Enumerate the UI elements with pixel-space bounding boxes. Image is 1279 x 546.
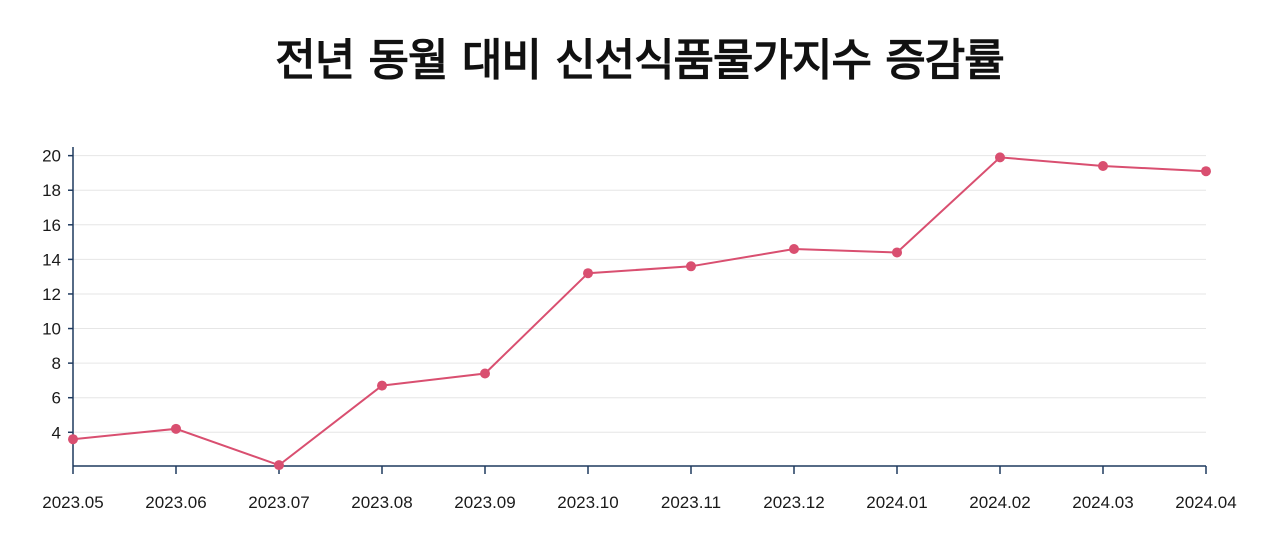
data-point [686,261,696,272]
y-tick-label: 14 [42,250,61,269]
data-point [789,244,799,255]
data-point [480,368,490,379]
y-tick-label: 10 [42,320,61,339]
x-tick-label: 2024.04 [1175,493,1236,512]
data-point [274,460,284,471]
x-tick-label: 2023.11 [661,493,721,512]
grid-lines [73,155,1206,433]
data-point [171,423,181,434]
y-tick-label: 6 [52,389,61,408]
x-tick-label: 2023.05 [42,493,103,512]
x-tick-label: 2024.03 [1072,493,1133,512]
x-tick-label: 2023.06 [145,493,206,512]
series-layer [68,152,1211,471]
series-line [72,156,1207,467]
x-axis: 2023.05 2023.06 2023.07 2023.08 2023.09 2023.… [42,465,1237,512]
data-point [1098,161,1108,172]
data-point [892,247,902,258]
chart-title: 전년 동월 대비 신선식품물가지수 증감률 [275,35,1004,86]
y-tick-label: 18 [42,181,61,200]
x-tick-label: 2023.10 [557,493,618,512]
x-tick-label: 2023.12 [763,493,824,512]
data-point [995,152,1005,163]
y-tick-label: 16 [42,216,61,235]
y-tick-label: 8 [52,354,61,373]
data-point [583,268,593,279]
data-point [1201,166,1211,177]
data-point [68,434,78,445]
data-point [377,380,387,391]
x-tick-label: 2024.02 [969,493,1030,512]
y-tick-label: 4 [52,423,61,442]
x-tick-label: 2023.07 [248,493,309,512]
y-tick-label: 12 [42,285,61,304]
x-tick-label: 2024.01 [866,493,927,512]
x-tick-label: 2023.09 [454,493,515,512]
y-axis: 4 6 8 10 12 14 16 18 20 [42,147,74,466]
x-tick-label: 2023.08 [351,493,412,512]
y-tick-label: 20 [42,147,61,166]
